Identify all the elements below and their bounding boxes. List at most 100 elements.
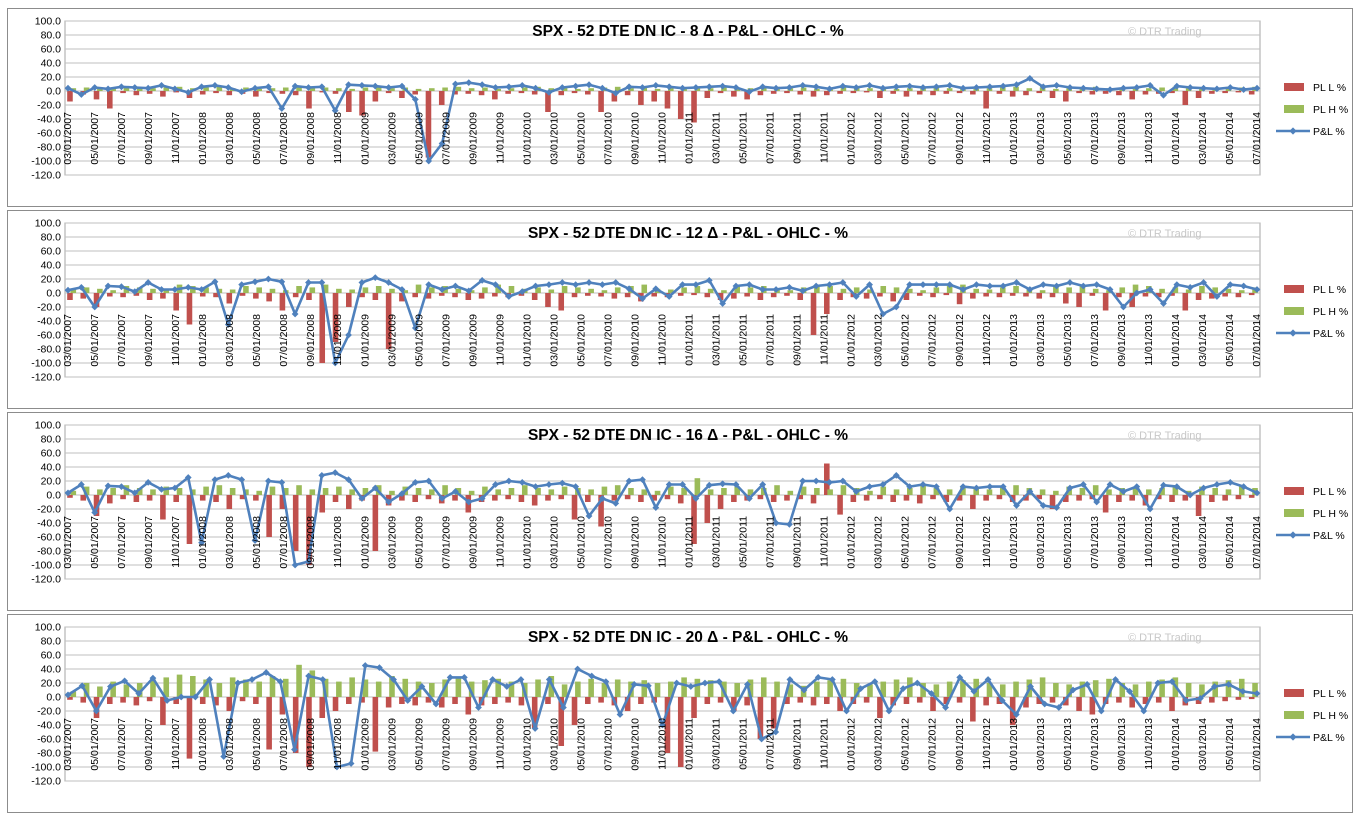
point-pnl bbox=[652, 285, 660, 293]
bar-pl-h bbox=[468, 88, 475, 91]
bar-pl-l bbox=[1116, 495, 1122, 502]
bar-pl-l bbox=[1036, 91, 1043, 94]
x-tick-label: 07/01/2013 bbox=[1089, 516, 1101, 569]
x-tick-label: 09/01/2009 bbox=[467, 516, 479, 569]
bar-pl-h bbox=[1185, 88, 1192, 91]
x-tick-label: 09/01/2007 bbox=[143, 112, 155, 165]
point-pnl bbox=[913, 679, 921, 687]
bar-pl-l bbox=[943, 495, 950, 502]
x-tick-label: 09/01/2010 bbox=[630, 516, 642, 569]
point-pnl bbox=[385, 498, 393, 506]
bar-pl-h bbox=[429, 287, 435, 293]
bar-pl-l bbox=[545, 293, 551, 307]
bar-pl-h bbox=[814, 681, 820, 697]
bar-pl-h bbox=[668, 88, 674, 91]
point-pnl bbox=[333, 763, 341, 771]
x-tick-label: 03/01/2008 bbox=[224, 112, 236, 165]
x-tick-label: 05/01/2009 bbox=[413, 112, 425, 165]
x-tick-label: 07/01/2008 bbox=[278, 516, 290, 569]
bar-pl-h bbox=[800, 87, 807, 91]
x-tick-label: 01/01/2008 bbox=[197, 314, 209, 367]
bar-pl-l bbox=[1235, 293, 1242, 298]
x-tick-label: 03/01/2011 bbox=[711, 718, 723, 770]
x-tick-label: 11/01/2007 bbox=[170, 516, 182, 568]
point-pnl bbox=[318, 83, 326, 91]
bar-pl-h bbox=[628, 488, 634, 495]
point-pnl bbox=[946, 82, 954, 89]
x-tick-label: 05/01/2008 bbox=[251, 314, 263, 367]
y-tick-label: 80.0 bbox=[41, 232, 62, 244]
bar-pl-l bbox=[1248, 91, 1255, 95]
point-pnl bbox=[1226, 84, 1234, 91]
bar-pl-h bbox=[654, 683, 661, 697]
x-tick-label: 01/01/2014 bbox=[1170, 718, 1182, 771]
point-pnl bbox=[238, 476, 246, 483]
x-tick-label: 07/01/2012 bbox=[927, 516, 939, 569]
bar-pl-l bbox=[1235, 91, 1242, 93]
point-pnl bbox=[531, 725, 539, 732]
point-pnl bbox=[191, 693, 199, 701]
bar-pl-h bbox=[561, 87, 568, 91]
point-pnl bbox=[1146, 82, 1154, 89]
bar-pl-h bbox=[203, 679, 209, 697]
point-pnl bbox=[404, 697, 412, 704]
bar-pl-l bbox=[80, 293, 87, 299]
bar-pl-l bbox=[757, 697, 764, 739]
bar-pl-l bbox=[1129, 293, 1135, 307]
point-pnl bbox=[679, 84, 686, 92]
bar-pl-h bbox=[256, 287, 262, 293]
bar-pl-h bbox=[1079, 488, 1086, 495]
point-pnl bbox=[1186, 284, 1194, 291]
point-pnl bbox=[118, 83, 125, 91]
x-tick-label: 05/01/2007 bbox=[89, 718, 101, 771]
bar-pl-l bbox=[199, 293, 206, 297]
bar-pl-h bbox=[508, 488, 515, 495]
bar-pl-h bbox=[389, 288, 395, 293]
bar-pl-l bbox=[956, 495, 963, 501]
point-pnl bbox=[532, 84, 539, 92]
bar-pl-h bbox=[375, 86, 382, 91]
point-pnl bbox=[135, 690, 143, 697]
bar-pl-l bbox=[1195, 293, 1202, 300]
point-pnl bbox=[799, 287, 807, 295]
point-pnl bbox=[489, 676, 497, 683]
point-pnl bbox=[871, 678, 879, 685]
bar-pl-l bbox=[837, 91, 843, 94]
point-pnl bbox=[532, 483, 539, 490]
bar-pl-h bbox=[575, 287, 581, 293]
bar-pl-h bbox=[747, 287, 754, 293]
bar-pl-l bbox=[266, 495, 272, 537]
point-pnl bbox=[1133, 84, 1141, 91]
bar-pl-l bbox=[903, 293, 910, 300]
bar-pl-l bbox=[704, 697, 711, 704]
bar-pl-l bbox=[1155, 495, 1162, 500]
bar-pl-l bbox=[983, 697, 989, 706]
point-pnl bbox=[1253, 489, 1261, 497]
bar-pl-l bbox=[531, 697, 538, 729]
bar-pl-h bbox=[840, 87, 847, 91]
bar-pl-h bbox=[1053, 88, 1059, 91]
x-tick-label: 01/01/2009 bbox=[359, 112, 371, 165]
point-pnl bbox=[91, 509, 99, 516]
bar-pl-l bbox=[1142, 293, 1149, 297]
bar-pl-h bbox=[614, 679, 621, 697]
point-pnl bbox=[224, 472, 232, 479]
bar-pl-h bbox=[203, 486, 209, 495]
point-pnl bbox=[291, 82, 299, 90]
bar-pl-l bbox=[877, 91, 883, 98]
bar-pl-l bbox=[1023, 697, 1029, 708]
bar-pl-h bbox=[203, 87, 209, 91]
x-tick-label: 05/01/2011 bbox=[738, 718, 750, 770]
x-tick-label: 09/01/2009 bbox=[467, 112, 479, 165]
point-pnl bbox=[390, 676, 397, 683]
point-pnl bbox=[331, 469, 339, 476]
x-tick-label: 07/01/2013 bbox=[1089, 314, 1101, 367]
x-tick-label: 09/01/2008 bbox=[305, 112, 317, 165]
bar-pl-l bbox=[558, 91, 565, 96]
y-tick-label: 0.0 bbox=[46, 86, 61, 98]
bar-pl-h bbox=[946, 681, 953, 697]
bar-pl-h bbox=[349, 289, 355, 293]
x-tick-label: 07/01/2012 bbox=[927, 112, 939, 165]
bar-pl-h bbox=[163, 486, 170, 495]
bar-pl-h bbox=[309, 88, 316, 91]
